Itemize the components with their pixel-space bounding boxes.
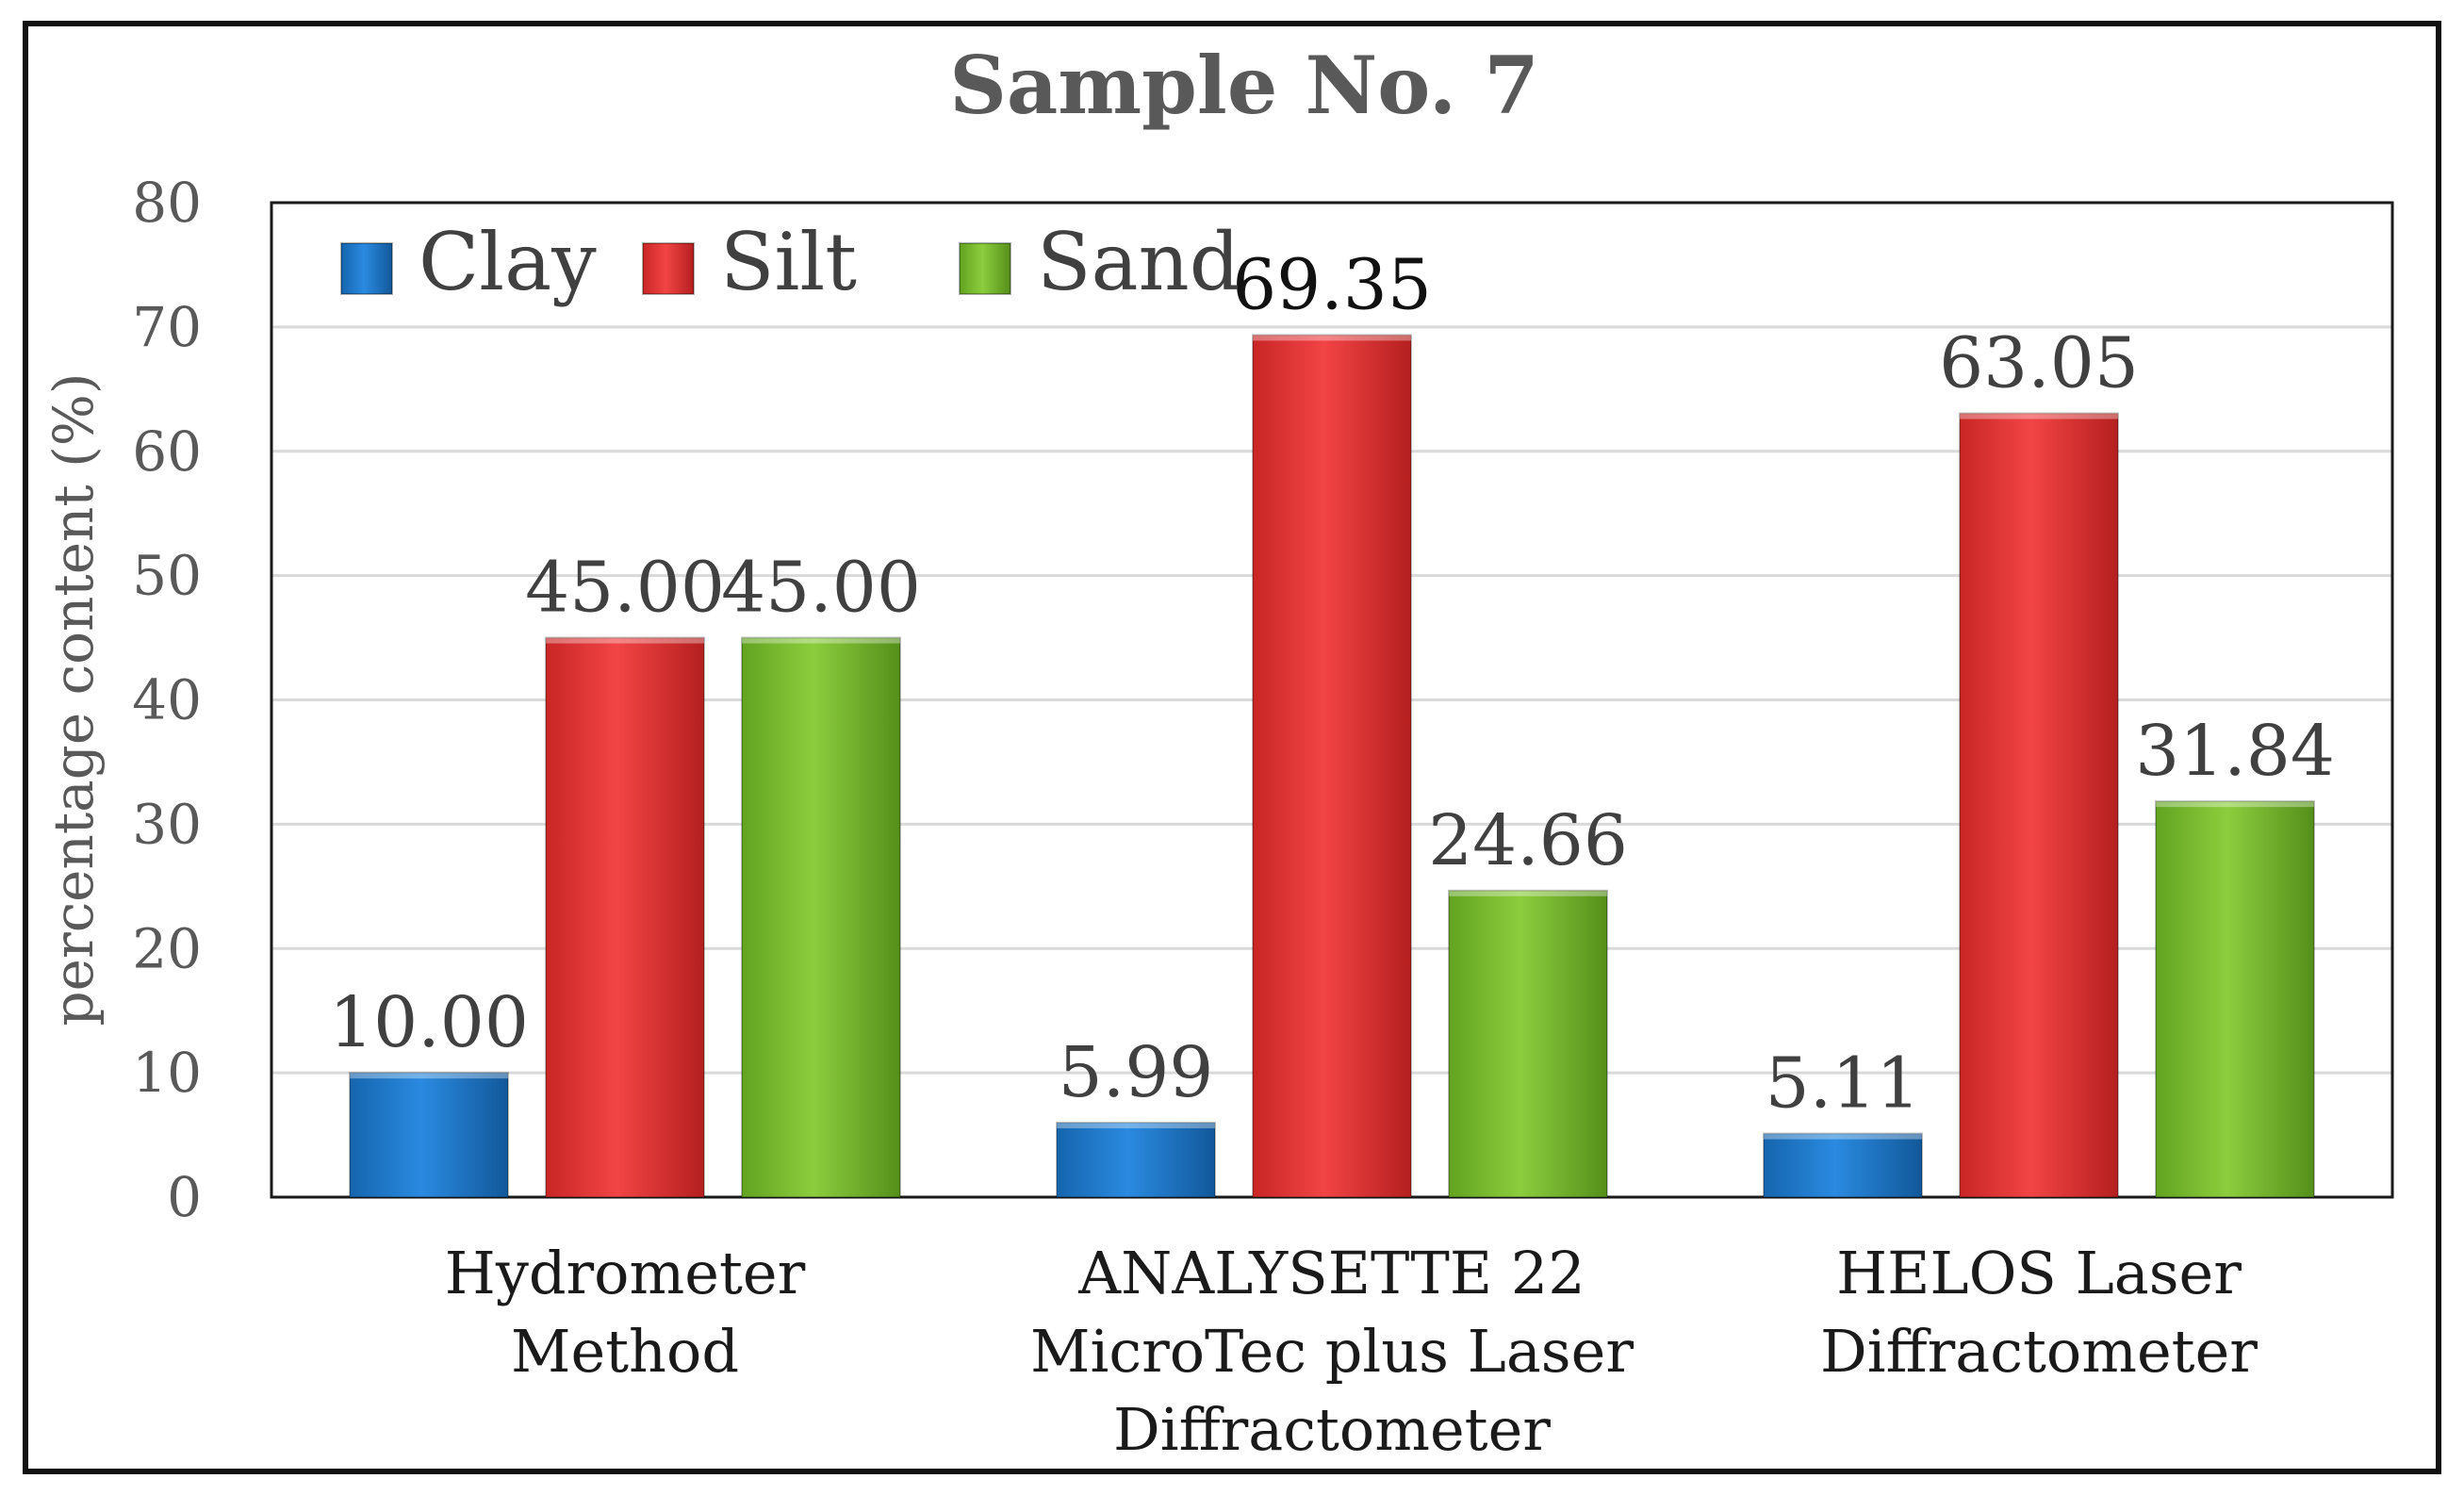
data-label: 63.05 [1939, 323, 2139, 404]
bar-highlight [742, 637, 900, 644]
bar-highlight [2156, 801, 2314, 808]
data-label: 45.00 [525, 548, 725, 629]
bar-clay [1056, 1122, 1216, 1198]
x-tick-label: ANALYSETTE 22 [1077, 1239, 1585, 1307]
data-label: 24.66 [1428, 800, 1628, 881]
legend: Clay Silt Sand [340, 216, 1240, 308]
bar-highlight [350, 1073, 508, 1079]
bar-sand [1448, 889, 1608, 1198]
x-tick-label: HELOS Laser [1836, 1239, 2242, 1307]
x-tick-label: Hydrometer [445, 1239, 806, 1307]
y-tick-label: 40 [132, 668, 202, 732]
bar-silt [1252, 334, 1412, 1198]
x-tick-label: Diffractometer [1820, 1317, 2258, 1386]
x-tick-label: Method [511, 1317, 739, 1386]
bar-sand [741, 636, 901, 1198]
y-tick-label: 10 [132, 1041, 202, 1105]
y-tick-label: 60 [132, 419, 202, 484]
bar-sand [2155, 800, 2315, 1198]
bar-clay [1763, 1132, 1923, 1198]
data-label: 45.00 [721, 548, 921, 629]
data-label: 31.84 [2135, 711, 2335, 792]
y-tick-label: 50 [132, 544, 202, 608]
bar-highlight [1764, 1133, 1922, 1140]
y-axis-title: percentage content (%) [41, 373, 106, 1027]
data-label: 5.11 [1766, 1043, 1921, 1125]
bar-highlight [546, 637, 704, 644]
legend-swatch-sand [959, 242, 1011, 295]
y-axis-ticks: 0 10 20 30 40 50 60 70 80 [132, 171, 202, 1229]
y-tick-label: 70 [132, 295, 202, 359]
bars [349, 334, 2315, 1198]
x-axis-labels: Hydrometer Method ANALYSETTE 22 MicroTec pl… [445, 1239, 2259, 1464]
bar-silt [1959, 412, 2119, 1198]
legend-label-sand: Sand [1037, 216, 1240, 308]
data-label: 5.99 [1059, 1032, 1214, 1113]
legend-label-silt: Silt [720, 216, 857, 308]
bar-clay [349, 1072, 509, 1198]
y-tick-label: 80 [132, 171, 202, 235]
y-tick-label: 20 [132, 916, 202, 980]
chart-title: Sample No. 7 [949, 39, 1539, 132]
y-tick-label: 30 [132, 792, 202, 856]
bar-silt [545, 636, 705, 1198]
x-tick-label: Diffractometer [1113, 1395, 1551, 1464]
legend-label-clay: Clay [419, 216, 597, 308]
bar-highlight [1449, 890, 1607, 896]
data-label: 69.35 [1232, 244, 1432, 325]
x-tick-label: MicroTec plus Laser [1030, 1317, 1634, 1386]
legend-swatch-clay [340, 242, 393, 295]
bar-highlight [1253, 335, 1411, 341]
bar-highlight [1057, 1123, 1215, 1129]
data-label: 10.00 [329, 982, 529, 1063]
y-tick-label: 0 [167, 1165, 202, 1229]
legend-swatch-silt [642, 242, 695, 295]
bar-highlight [1960, 413, 2118, 419]
